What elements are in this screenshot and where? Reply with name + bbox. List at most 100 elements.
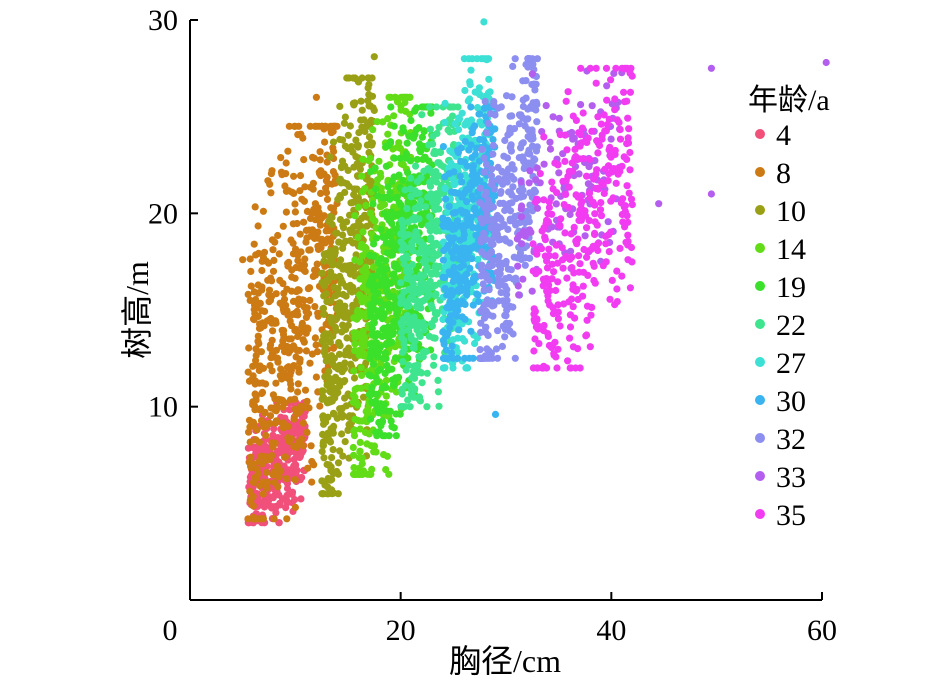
point bbox=[272, 488, 280, 496]
point bbox=[367, 372, 375, 380]
point bbox=[291, 503, 299, 511]
point bbox=[566, 364, 574, 372]
point bbox=[328, 378, 336, 386]
point bbox=[426, 179, 434, 187]
point bbox=[366, 154, 375, 163]
point bbox=[559, 264, 567, 272]
point bbox=[295, 368, 303, 376]
point bbox=[455, 321, 463, 329]
point bbox=[310, 154, 318, 162]
point bbox=[371, 332, 379, 341]
point bbox=[249, 502, 257, 510]
point bbox=[628, 72, 636, 80]
point bbox=[427, 320, 436, 328]
point bbox=[378, 332, 386, 340]
point bbox=[388, 326, 396, 334]
point bbox=[392, 374, 400, 382]
point bbox=[479, 280, 487, 288]
point bbox=[335, 238, 343, 246]
point bbox=[355, 454, 363, 462]
point bbox=[275, 519, 283, 527]
point bbox=[374, 290, 382, 298]
point bbox=[263, 484, 271, 492]
point bbox=[445, 234, 453, 242]
point bbox=[543, 252, 551, 260]
point bbox=[509, 183, 517, 191]
point bbox=[300, 218, 308, 226]
point bbox=[502, 260, 510, 268]
point bbox=[498, 167, 506, 175]
point bbox=[336, 405, 344, 413]
point bbox=[564, 88, 572, 96]
point bbox=[540, 160, 548, 168]
point bbox=[370, 448, 378, 456]
point bbox=[413, 324, 421, 332]
point bbox=[365, 80, 373, 89]
point bbox=[322, 122, 330, 130]
point bbox=[579, 282, 587, 290]
point bbox=[624, 114, 632, 122]
point bbox=[280, 289, 288, 297]
point bbox=[358, 172, 366, 180]
point bbox=[339, 224, 348, 232]
point bbox=[628, 201, 636, 209]
point bbox=[306, 214, 315, 223]
point bbox=[382, 466, 390, 474]
point bbox=[570, 223, 578, 231]
point bbox=[350, 470, 358, 478]
point bbox=[351, 415, 359, 423]
point bbox=[269, 494, 277, 502]
point bbox=[577, 64, 585, 72]
point bbox=[570, 134, 578, 142]
point bbox=[364, 409, 372, 417]
point bbox=[424, 286, 432, 294]
point bbox=[379, 194, 387, 202]
point bbox=[417, 202, 425, 210]
point bbox=[257, 348, 265, 356]
point bbox=[264, 177, 272, 185]
point bbox=[324, 277, 332, 285]
point bbox=[267, 170, 275, 178]
point bbox=[516, 249, 525, 257]
point bbox=[449, 175, 457, 183]
point bbox=[354, 233, 362, 241]
point bbox=[334, 470, 342, 478]
point bbox=[388, 338, 396, 346]
point bbox=[515, 231, 524, 240]
point bbox=[400, 230, 408, 238]
point bbox=[471, 122, 479, 130]
point bbox=[291, 208, 299, 216]
point bbox=[269, 327, 277, 335]
point bbox=[519, 96, 527, 104]
point bbox=[348, 143, 356, 151]
point bbox=[406, 268, 414, 276]
point bbox=[435, 123, 443, 131]
point bbox=[430, 353, 438, 361]
point bbox=[290, 122, 298, 130]
y-tick-label: 20 bbox=[148, 197, 178, 230]
point bbox=[286, 371, 294, 379]
point bbox=[526, 167, 534, 175]
point bbox=[327, 476, 335, 484]
point bbox=[299, 134, 307, 142]
point bbox=[349, 301, 357, 309]
point bbox=[270, 425, 278, 433]
point bbox=[600, 111, 608, 119]
point bbox=[330, 391, 338, 399]
point bbox=[258, 257, 266, 265]
point bbox=[266, 341, 275, 349]
point bbox=[261, 408, 269, 416]
point bbox=[383, 361, 391, 370]
point bbox=[372, 397, 380, 405]
point bbox=[506, 319, 514, 328]
point bbox=[544, 292, 552, 300]
point bbox=[399, 93, 407, 101]
point bbox=[395, 171, 403, 179]
point bbox=[254, 222, 262, 230]
point bbox=[327, 297, 335, 305]
point bbox=[336, 262, 344, 270]
point bbox=[583, 253, 591, 261]
point bbox=[370, 240, 378, 248]
point bbox=[417, 353, 425, 361]
point bbox=[305, 404, 313, 412]
